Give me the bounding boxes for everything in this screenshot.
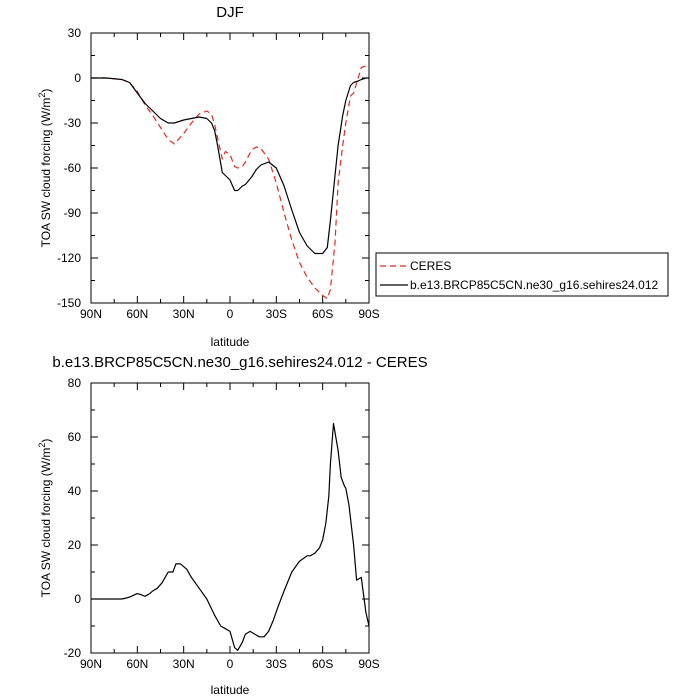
bottom-chart-x-tick-label: 90N (80, 657, 102, 671)
bottom-chart-x-axis-title: latitude (211, 683, 250, 697)
bottom-chart-y-tick-label: -20 (64, 646, 82, 660)
bottom-chart-x-tick-label: 30N (173, 657, 195, 671)
top-chart-y-tick-label: -60 (64, 161, 82, 175)
bottom-chart-series (91, 422, 370, 651)
bottom-chart-difference: b.e13.BRCP85C5CN.ne30_g16.sehires24.012 … (37, 354, 428, 697)
top-chart-x-tick-label: 30N (173, 307, 195, 321)
top-chart-y-tick-labels: 30 0 -30 -60 -90 -120 -150 (57, 26, 81, 310)
top-chart-series-line-model (91, 77, 369, 255)
bottom-chart-title: b.e13.BRCP85C5CN.ne30_g16.sehires24.012 … (52, 354, 427, 371)
top-chart-x-tick-label: 0 (227, 307, 234, 321)
top-chart-x-axis-title: latitude (211, 335, 250, 349)
bottom-chart-y-tick-label: 80 (68, 376, 82, 390)
bottom-chart-y-tick-label: 40 (68, 484, 82, 498)
legend-box (375, 252, 669, 297)
top-chart-series-line-ceres (91, 65, 370, 300)
top-chart-y-tick-label: 0 (74, 71, 81, 85)
top-chart-series (91, 65, 370, 300)
bottom-chart-x-tick-labels: 90N 60N 30N 0 30S 60S 90S (80, 657, 380, 671)
top-chart-x-tick-label: 90N (80, 307, 102, 321)
bottom-chart-frame (90, 382, 370, 654)
top-chart-y-tick-label: -90 (64, 206, 82, 220)
top-chart-x-tick-label: 60S (312, 307, 333, 321)
bottom-chart-x-tick-label: 60N (126, 657, 148, 671)
bottom-chart-x-tick-label: 0 (227, 657, 234, 671)
top-chart-y-tick-label: 30 (68, 26, 82, 40)
top-chart-legend: CERES b.e13.BRCP85C5CN.ne30_g16.sehires2… (375, 252, 669, 297)
bottom-chart-y-tick-label: 0 (74, 592, 81, 606)
bottom-chart-x-tick-label: 60S (312, 657, 333, 671)
top-chart-y-tick-label: -120 (57, 251, 81, 265)
top-chart-y-axis-title: TOA SW cloud forcing (W/m2) (37, 89, 53, 248)
legend-label-ceres: CERES (410, 259, 451, 273)
top-chart-frame (90, 32, 370, 304)
bottom-chart-x-tick-label: 90S (358, 657, 379, 671)
top-chart-ticks (90, 32, 370, 304)
bottom-chart-y-tick-label: 60 (68, 430, 82, 444)
legend-label-model: b.e13.BRCP85C5CN.ne30_g16.sehires24.012 (410, 278, 658, 292)
bottom-chart-x-tick-label: 30S (266, 657, 287, 671)
bottom-chart-y-axis-title: TOA SW cloud forcing (W/m2) (37, 439, 53, 598)
top-chart-djf: DJF 90N 60N 30N 0 30S 60S 90S 30 0 -30 -60 -90 -120… (37, 4, 380, 349)
top-chart-title: DJF (216, 4, 244, 21)
top-chart-x-tick-labels: 90N 60N 30N 0 30S 60S 90S (80, 307, 380, 321)
top-chart-x-tick-label: 90S (358, 307, 379, 321)
top-chart-y-tick-label: -30 (64, 116, 82, 130)
bottom-chart-series-line-model (91, 422, 370, 651)
top-chart-x-tick-label: 60N (126, 307, 148, 321)
bottom-chart-y-tick-labels: 80 60 40 20 0 -20 (64, 376, 82, 660)
bottom-chart-ticks (90, 382, 370, 654)
bottom-chart-y-tick-label: 20 (68, 538, 82, 552)
top-chart-y-tick-label: -150 (57, 296, 81, 310)
top-chart-x-tick-label: 30S (266, 307, 287, 321)
